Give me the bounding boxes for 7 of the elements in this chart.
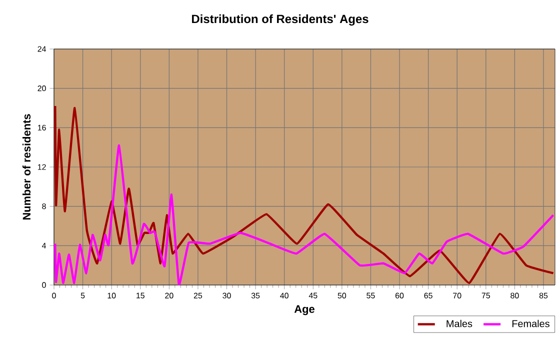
line-series xyxy=(54,144,554,285)
line-series xyxy=(54,104,554,284)
x-axis-title: Age xyxy=(294,305,314,316)
legend-label: Males xyxy=(446,320,472,328)
chart-title: Distribution of Residents' Ages xyxy=(192,14,368,26)
y-axis-title: Number of residents xyxy=(22,114,31,220)
legend-label: Females xyxy=(512,320,550,328)
